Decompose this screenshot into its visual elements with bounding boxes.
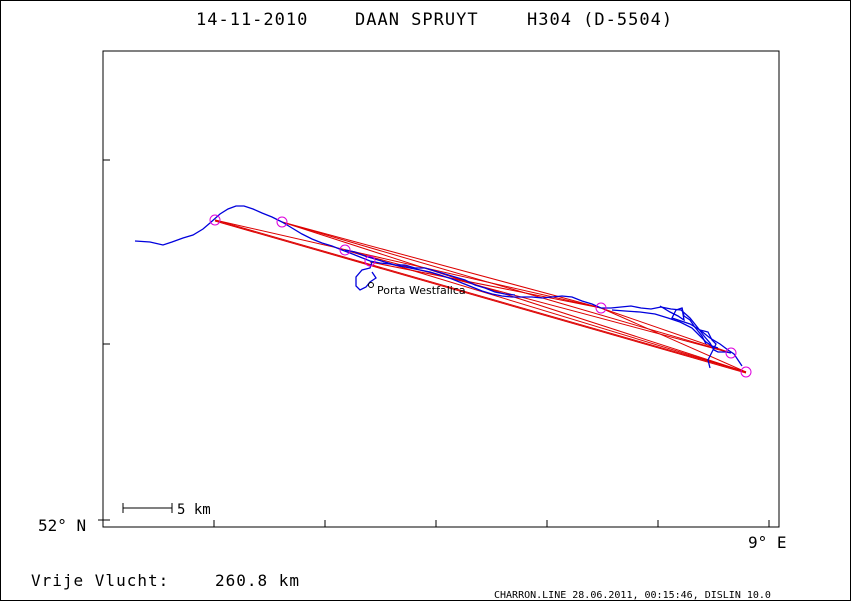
turnpoint-marker xyxy=(209,214,221,226)
map-axes-box xyxy=(102,50,780,528)
scale-bar xyxy=(122,503,173,513)
turnpoint-markers xyxy=(209,214,752,378)
pilot-name: DAAN SPRUYT xyxy=(355,10,479,30)
glider-id: H304 (D-5504) xyxy=(527,10,673,30)
turnpoint-marker xyxy=(740,366,752,378)
distance-value: 260.8 km xyxy=(215,571,300,590)
distance-label: Vrije Vlucht: xyxy=(31,571,169,590)
task-lines xyxy=(214,219,747,374)
turnpoint-marker xyxy=(364,255,376,267)
turnpoint-marker xyxy=(276,216,288,228)
flight-track xyxy=(134,205,743,369)
x-axis-ticks xyxy=(213,520,770,527)
turnpoint-marker xyxy=(725,347,737,359)
scale-label: 5 km xyxy=(177,502,211,518)
latitude-label: 52° N xyxy=(38,516,86,535)
waypoint-label: Porta Westfalica xyxy=(377,284,466,297)
y-axis-ticks xyxy=(103,159,110,521)
turnpoint-marker xyxy=(595,302,607,314)
turnpoint-marker xyxy=(339,244,351,256)
waypoint-marker xyxy=(368,282,374,288)
credit-line: CHARRON.LINE 28.06.2011, 00:15:46, DISLI… xyxy=(494,590,771,601)
longitude-label: 9° E xyxy=(748,533,787,552)
flight-date: 14-11-2010 xyxy=(196,10,308,30)
